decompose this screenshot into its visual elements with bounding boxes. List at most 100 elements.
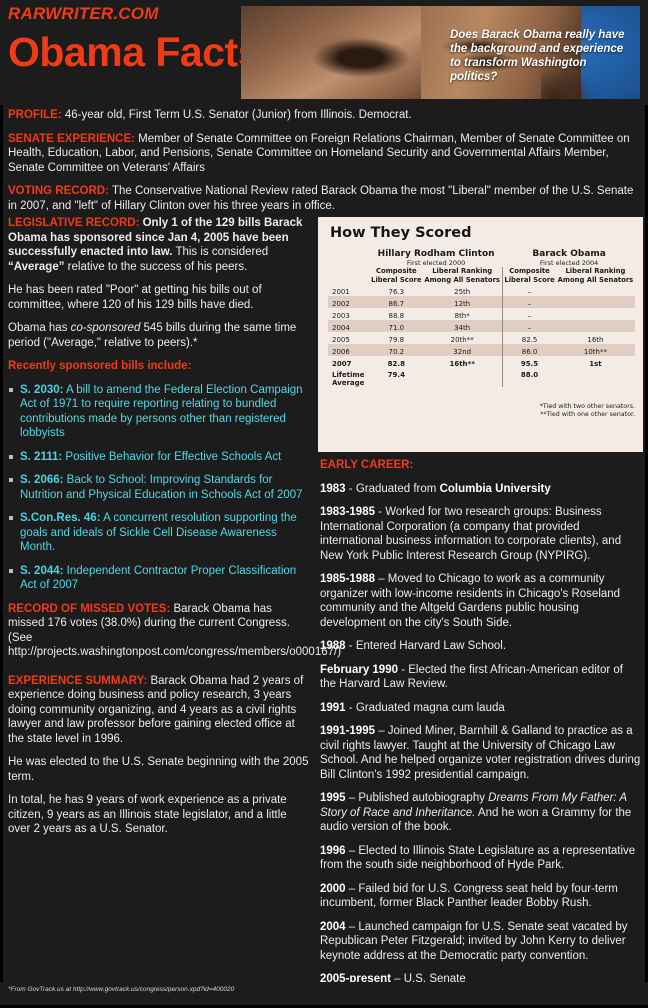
site-brand: RARWRITER.COM	[8, 4, 159, 23]
entry-year: 1991	[320, 701, 346, 714]
obama-ranking: 10th**	[555, 344, 635, 356]
experience-summary-text: Barack Obama had 2 years of experience d…	[8, 674, 304, 745]
entry-year: 1991-1995	[320, 725, 375, 737]
clinton-composite-header: Composite Liberal Score	[370, 267, 423, 284]
obama-composite: –	[503, 296, 556, 308]
clinton-ranking: 34th	[422, 320, 503, 332]
obama-composite: –	[527, 312, 532, 320]
bill-number: S. 2030:	[20, 383, 64, 396]
voting-record-text: The Conservative National Review rated B…	[8, 185, 634, 212]
lifetime-average-label: Lifetime Average	[328, 368, 370, 387]
obama-ranking	[555, 320, 635, 332]
entry-year: 1985-1988	[320, 573, 375, 585]
entry-text: - Graduated magna cum lauda	[345, 701, 505, 714]
entry-year: 2004	[320, 920, 346, 933]
entry-text: – Published autobiography	[345, 792, 489, 804]
obama-subtitle: First elected 2004	[539, 259, 599, 267]
entry-italic-title: Dreams From My Father: A Story of Race a…	[320, 792, 627, 819]
footnote-1: *Tied with two other senators.	[539, 403, 635, 410]
entry-text: – Failed bid for U.S. Congress seat held…	[320, 882, 618, 910]
header-line-1: Liberal Ranking	[432, 267, 493, 275]
cosponsored-italic: co-sponsored	[70, 322, 141, 334]
column-divider	[501, 308, 504, 320]
early-career-label: EARLY CAREER:	[320, 459, 414, 471]
obama-ranking: 16th	[587, 336, 604, 344]
bills-heading-label: Recently sponsored bills include	[8, 360, 188, 372]
sponsored-bills-list: S. 2030: A bill to amend the Federal Ele…	[8, 383, 310, 593]
footnote-2: **Tied with one other senator.	[540, 411, 635, 418]
list-item[interactable]: S. 2066: Back to School: Improving Stand…	[8, 473, 310, 502]
clinton-composite: 82.8	[387, 360, 405, 368]
score-table-head: Hillary Rodham Clinton First elected 200…	[328, 249, 635, 284]
clinton-composite: 70.2	[370, 344, 423, 356]
entry-year: 1988	[320, 640, 346, 652]
obama-lifetime-ranking	[556, 368, 635, 387]
table-row-column-headers: Composite Liberal Score Liberal Ranking …	[328, 267, 635, 284]
obama-ranking	[556, 284, 635, 296]
photo-caption-quote: Does Barack Obama really have the backgr…	[450, 29, 625, 83]
list-item[interactable]: S. 2111: Positive Behavior for Effective…	[8, 450, 310, 465]
profile-paragraph: PROFILE: 46-year old, First Term U.S. Se…	[8, 108, 642, 123]
column-divider	[501, 267, 504, 284]
spacer-cell	[328, 267, 370, 284]
missed-votes-label: RECORD OF MISSED VOTES:	[8, 602, 171, 615]
row-year: 2003	[332, 312, 350, 320]
entry-text: - Elected the first African-American edi…	[320, 663, 623, 691]
bill-text: A bill to amend the Federal Election Cam…	[20, 383, 303, 440]
missed-votes-text: Barack Obama has missed 176 votes (38.0%…	[8, 602, 342, 659]
legislative-record-label: LEGISLATIVE RECORD:	[8, 217, 140, 229]
table-row: 2006 70.2 32nd 86.0 10th**	[328, 344, 635, 356]
clinton-composite: 71.0	[370, 320, 423, 332]
entry-year: 1995	[320, 792, 346, 804]
voting-record-label: VOTING RECORD:	[8, 185, 109, 197]
early-career-heading: EARLY CAREER:	[320, 458, 642, 473]
entry-bold-tail: Columbia University	[439, 482, 551, 495]
lifetime-label-line-2: Average	[332, 379, 365, 387]
profile-label: PROFILE:	[8, 109, 62, 121]
spacer-cell	[328, 249, 370, 267]
photo-shadow	[541, 46, 611, 99]
header-line-2: Among All Senators	[557, 275, 634, 284]
obama-lifetime-composite: 88.0	[520, 371, 539, 379]
photo-face-left	[241, 6, 456, 99]
panel-title: How They Scored	[330, 225, 472, 241]
career-entry-1991-1995: 1991-1995 – Joined Miner, Barnhill & Gal…	[320, 724, 642, 782]
obama-composite-header: Composite Liberal Score	[503, 267, 556, 284]
obama-ranking	[556, 308, 635, 320]
entry-text: – Launched campaign for U.S. Senate seat…	[320, 920, 628, 962]
poster-footer: *From GovTrack.us at http://www.govtrack…	[0, 982, 648, 1008]
entry-tail: And he won a Grammy for the audio versio…	[320, 806, 632, 834]
entry-text: - Entered Harvard Law School.	[345, 640, 507, 652]
career-entry-1988: 1988 - Entered Harvard Law School.	[320, 639, 642, 654]
bills-heading-colon: :	[187, 360, 192, 372]
table-row: 2004 71.0 34th –	[328, 320, 635, 332]
senate-experience-text: Member of Senate Committee on Foreign Re…	[8, 132, 630, 174]
row-year: 2007	[332, 360, 352, 368]
entry-year: 2000	[320, 882, 346, 895]
table-row: 2001 76.3 25th –	[328, 284, 635, 296]
clinton-composite: 76.3	[388, 288, 405, 296]
left-column: LEGISLATIVE RECORD: Only 1 of the 129 bi…	[8, 216, 341, 846]
list-item[interactable]: S.Con.Res. 46: A concurrent resolution s…	[8, 511, 310, 555]
row-year: 2001	[332, 288, 350, 296]
entry-text: - Graduated from	[345, 482, 440, 495]
bill-number: S. 2044:	[20, 564, 64, 577]
column-divider	[501, 356, 504, 368]
list-item[interactable]: S. 2044: Independent Contractor Proper C…	[8, 564, 310, 593]
bill-number: S.Con.Res. 46:	[20, 512, 101, 524]
legislative-average-word: “Average”	[8, 260, 65, 273]
missed-votes-paragraph: RECORD OF MISSED VOTES: Barack Obama has…	[8, 602, 341, 660]
legislative-record-rest: This is considered	[172, 246, 269, 258]
clinton-ranking: 16th**	[449, 360, 475, 368]
clinton-name: Hillary Rodham Clinton	[377, 249, 495, 259]
career-entry-1983: 1983 - Graduated from Columbia Universit…	[320, 482, 642, 497]
header-line-1: Composite	[509, 267, 550, 275]
obama-ranking	[555, 296, 635, 308]
row-year: 2005	[332, 336, 350, 344]
source-footnote: *From GovTrack.us at http://www.govtrack…	[8, 986, 235, 993]
obama-composite: 95.5	[520, 360, 539, 368]
column-divider	[501, 320, 504, 332]
list-item[interactable]: S. 2030: A bill to amend the Federal Ele…	[8, 383, 310, 441]
cosponsored-paragraph: Obama has co-sponsored 545 bills during …	[8, 321, 310, 350]
bill-number: S. 2066:	[20, 474, 64, 486]
